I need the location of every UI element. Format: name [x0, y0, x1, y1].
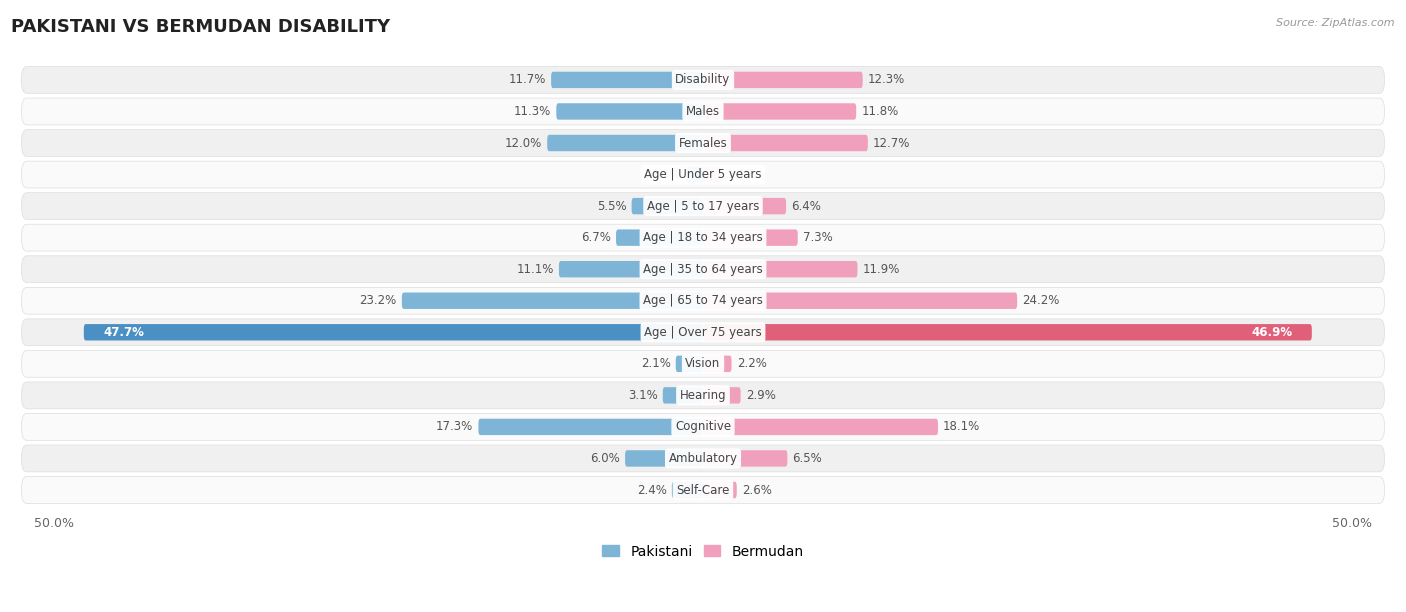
Text: 2.1%: 2.1%	[641, 357, 671, 370]
Text: Age | Under 5 years: Age | Under 5 years	[644, 168, 762, 181]
FancyBboxPatch shape	[84, 324, 703, 340]
FancyBboxPatch shape	[21, 161, 1385, 188]
Text: Females: Females	[679, 136, 727, 149]
FancyBboxPatch shape	[616, 230, 703, 246]
Text: 18.1%: 18.1%	[943, 420, 980, 433]
Text: 6.5%: 6.5%	[793, 452, 823, 465]
Text: 5.5%: 5.5%	[596, 200, 627, 212]
FancyBboxPatch shape	[662, 387, 703, 403]
FancyBboxPatch shape	[676, 356, 703, 372]
Text: 11.9%: 11.9%	[863, 263, 900, 275]
Text: 17.3%: 17.3%	[436, 420, 474, 433]
FancyBboxPatch shape	[21, 477, 1385, 504]
FancyBboxPatch shape	[703, 419, 938, 435]
FancyBboxPatch shape	[703, 387, 741, 403]
Text: 2.2%: 2.2%	[737, 357, 766, 370]
FancyBboxPatch shape	[21, 67, 1385, 93]
FancyBboxPatch shape	[703, 72, 863, 88]
Text: Age | 65 to 74 years: Age | 65 to 74 years	[643, 294, 763, 307]
Legend: Pakistani, Bermudan: Pakistani, Bermudan	[598, 539, 808, 564]
Text: 6.0%: 6.0%	[591, 452, 620, 465]
Text: Cognitive: Cognitive	[675, 420, 731, 433]
FancyBboxPatch shape	[21, 224, 1385, 251]
Text: Disability: Disability	[675, 73, 731, 86]
FancyBboxPatch shape	[21, 256, 1385, 283]
FancyBboxPatch shape	[631, 198, 703, 214]
FancyBboxPatch shape	[560, 261, 703, 277]
FancyBboxPatch shape	[21, 351, 1385, 377]
FancyBboxPatch shape	[21, 98, 1385, 125]
Text: Vision: Vision	[685, 357, 721, 370]
Text: 2.9%: 2.9%	[745, 389, 776, 402]
Text: 3.1%: 3.1%	[628, 389, 658, 402]
Text: 2.4%: 2.4%	[637, 483, 666, 496]
Text: Ambulatory: Ambulatory	[668, 452, 738, 465]
FancyBboxPatch shape	[686, 166, 703, 183]
Text: 12.7%: 12.7%	[873, 136, 911, 149]
Text: Age | 18 to 34 years: Age | 18 to 34 years	[643, 231, 763, 244]
FancyBboxPatch shape	[21, 382, 1385, 409]
FancyBboxPatch shape	[703, 293, 1017, 309]
FancyBboxPatch shape	[703, 198, 786, 214]
Text: Age | Over 75 years: Age | Over 75 years	[644, 326, 762, 339]
Text: Source: ZipAtlas.com: Source: ZipAtlas.com	[1277, 18, 1395, 28]
Text: Age | 5 to 17 years: Age | 5 to 17 years	[647, 200, 759, 212]
FancyBboxPatch shape	[21, 445, 1385, 472]
Text: Males: Males	[686, 105, 720, 118]
Text: 1.3%: 1.3%	[651, 168, 681, 181]
FancyBboxPatch shape	[626, 450, 703, 467]
FancyBboxPatch shape	[672, 482, 703, 498]
Text: 11.8%: 11.8%	[862, 105, 898, 118]
Text: PAKISTANI VS BERMUDAN DISABILITY: PAKISTANI VS BERMUDAN DISABILITY	[11, 18, 391, 36]
FancyBboxPatch shape	[703, 103, 856, 120]
Text: 24.2%: 24.2%	[1022, 294, 1060, 307]
Text: Self-Care: Self-Care	[676, 483, 730, 496]
Text: 12.3%: 12.3%	[868, 73, 905, 86]
FancyBboxPatch shape	[21, 193, 1385, 220]
Text: 11.1%: 11.1%	[516, 263, 554, 275]
FancyBboxPatch shape	[21, 130, 1385, 157]
FancyBboxPatch shape	[703, 450, 787, 467]
Text: 11.3%: 11.3%	[513, 105, 551, 118]
Text: 6.4%: 6.4%	[792, 200, 821, 212]
Text: 23.2%: 23.2%	[360, 294, 396, 307]
FancyBboxPatch shape	[703, 324, 1312, 340]
Text: 46.9%: 46.9%	[1251, 326, 1292, 339]
FancyBboxPatch shape	[703, 356, 731, 372]
FancyBboxPatch shape	[547, 135, 703, 151]
Text: 6.7%: 6.7%	[581, 231, 610, 244]
FancyBboxPatch shape	[703, 230, 797, 246]
FancyBboxPatch shape	[703, 261, 858, 277]
Text: 11.7%: 11.7%	[509, 73, 546, 86]
FancyBboxPatch shape	[703, 166, 721, 183]
Text: 7.3%: 7.3%	[803, 231, 832, 244]
FancyBboxPatch shape	[703, 135, 868, 151]
Text: 2.6%: 2.6%	[742, 483, 772, 496]
FancyBboxPatch shape	[551, 72, 703, 88]
Text: 1.4%: 1.4%	[727, 168, 756, 181]
Text: Hearing: Hearing	[679, 389, 727, 402]
Text: 12.0%: 12.0%	[505, 136, 543, 149]
Text: 47.7%: 47.7%	[103, 326, 145, 339]
FancyBboxPatch shape	[402, 293, 703, 309]
FancyBboxPatch shape	[703, 482, 737, 498]
FancyBboxPatch shape	[21, 319, 1385, 346]
FancyBboxPatch shape	[557, 103, 703, 120]
FancyBboxPatch shape	[21, 414, 1385, 440]
Text: Age | 35 to 64 years: Age | 35 to 64 years	[643, 263, 763, 275]
FancyBboxPatch shape	[21, 287, 1385, 314]
FancyBboxPatch shape	[478, 419, 703, 435]
